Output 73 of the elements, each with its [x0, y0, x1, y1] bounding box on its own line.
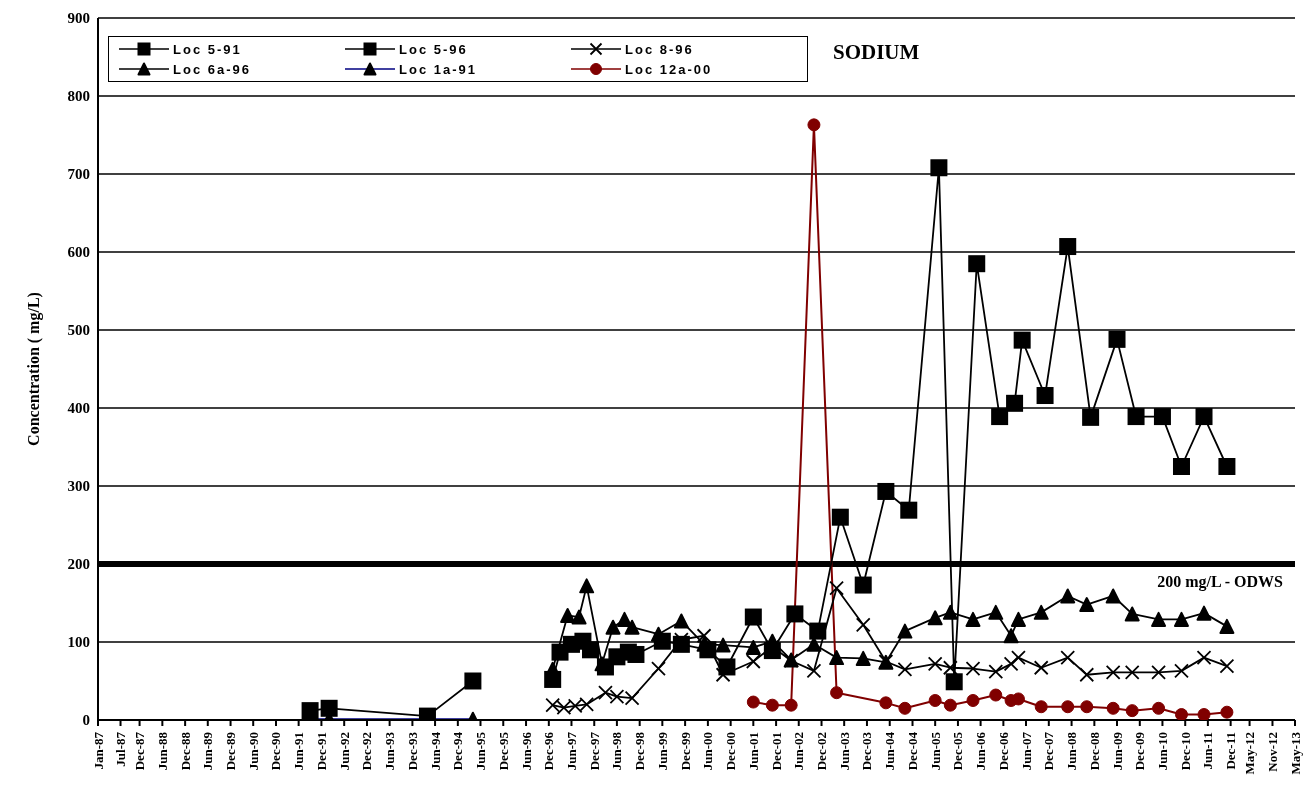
legend-label: Loc 5-91 [173, 41, 242, 57]
x-tick-label: Jun-07 [1018, 731, 1034, 771]
x-tick-label: May-13 [1287, 731, 1303, 775]
x-tick-label: Jun-06 [973, 731, 989, 771]
x-tick-label: Jun-00 [700, 732, 716, 771]
x-tick-label: Dec-08 [1086, 731, 1102, 771]
x-tick-label: Dec-96 [541, 731, 557, 771]
x-tick-label: Jun-96 [518, 731, 534, 771]
y-tick-label: 600 [67, 244, 90, 261]
x-tick-label: Dec-05 [950, 731, 966, 771]
x-tick-label: Dec-01 [768, 732, 784, 771]
legend-label: Loc 6a-96 [173, 61, 251, 77]
x-tick-label: May-12 [1242, 732, 1258, 775]
x-tick-label: Dec-02 [814, 732, 830, 771]
x-tick-label: Dec-10 [1177, 732, 1193, 771]
x-tick-label: Nov-12 [1264, 732, 1280, 772]
x-tick-label: Jul-87 [113, 731, 129, 767]
x-tick-label: Dec-04 [905, 731, 921, 771]
x-tick-label: Jun-91 [291, 732, 307, 771]
x-tick-label: Dec-89 [223, 731, 239, 771]
x-tick-label: Jun-88 [154, 731, 170, 771]
legend-label: Loc 12a-00 [625, 61, 713, 77]
x-tick-label: Dec-97 [586, 731, 602, 771]
x-tick-label: Jun-08 [1064, 731, 1080, 771]
y-tick-label: 800 [67, 88, 90, 105]
x-tick-label: Jun-92 [336, 732, 352, 771]
x-tick-label: Jun-98 [609, 731, 625, 771]
x-tick-label: Jun-94 [427, 731, 443, 771]
x-tick-label: Dec-90 [268, 732, 284, 771]
legend-label: Loc 8-96 [625, 41, 694, 57]
y-tick-label: 700 [67, 166, 90, 183]
x-tick-label: Jun-04 [882, 731, 898, 771]
x-tick-label: Jun-11 [1200, 732, 1216, 770]
x-tick-label: Jun-09 [1109, 731, 1125, 771]
x-tick-label: Dec-91 [313, 732, 329, 771]
x-tick-label: Jun-01 [745, 732, 761, 771]
x-tick-label: Jun-93 [382, 731, 398, 771]
y-tick-label: 300 [67, 478, 90, 495]
x-tick-label: Jan-87 [90, 731, 106, 770]
x-tick-label: Dec-11 [1223, 732, 1239, 770]
x-tick-label: Jun-90 [245, 732, 261, 771]
y-tick-label: 500 [67, 322, 90, 339]
x-tick-label: Jun-10 [1154, 732, 1170, 771]
x-tick-label: Jun-89 [200, 731, 216, 771]
x-tick-label: Jun-95 [472, 731, 488, 771]
y-tick-label: 900 [67, 10, 90, 27]
x-tick-label: Jun-97 [563, 731, 579, 771]
x-tick-label: Jun-03 [836, 731, 852, 771]
x-tick-label: Jun-99 [654, 731, 670, 771]
x-tick-label: Dec-07 [1041, 731, 1057, 771]
x-tick-label: Dec-87 [132, 731, 148, 771]
ref-line-label: 200 mg/L - ODWS [1157, 573, 1284, 592]
x-tick-label: Dec-03 [859, 731, 875, 771]
y-tick-label: 200 [67, 556, 90, 573]
x-tick-label: Dec-00 [723, 732, 739, 771]
y-tick-label: 0 [82, 712, 90, 729]
y-tick-label: 400 [67, 400, 90, 417]
text: SODIUM [833, 40, 920, 65]
x-tick-label: Dec-93 [404, 731, 420, 771]
x-tick-label: Dec-95 [495, 731, 511, 771]
x-tick-label: Dec-99 [677, 731, 693, 771]
legend-label: Loc 1a-91 [399, 61, 477, 77]
legend-label: Loc 5-96 [399, 41, 468, 57]
x-tick-label: Dec-06 [995, 731, 1011, 771]
y-axis-title: Concentration ( mg/L) [24, 292, 43, 446]
x-tick-label: Dec-09 [1132, 731, 1148, 771]
x-tick-label: Dec-88 [177, 731, 193, 771]
x-tick-label: Dec-98 [632, 731, 648, 771]
x-tick-label: Dec-92 [359, 732, 375, 771]
y-tick-label: 100 [67, 634, 90, 651]
x-tick-label: Jun-05 [927, 731, 943, 771]
x-tick-label: Dec-94 [450, 731, 466, 771]
x-tick-label: Jun-02 [791, 732, 807, 771]
